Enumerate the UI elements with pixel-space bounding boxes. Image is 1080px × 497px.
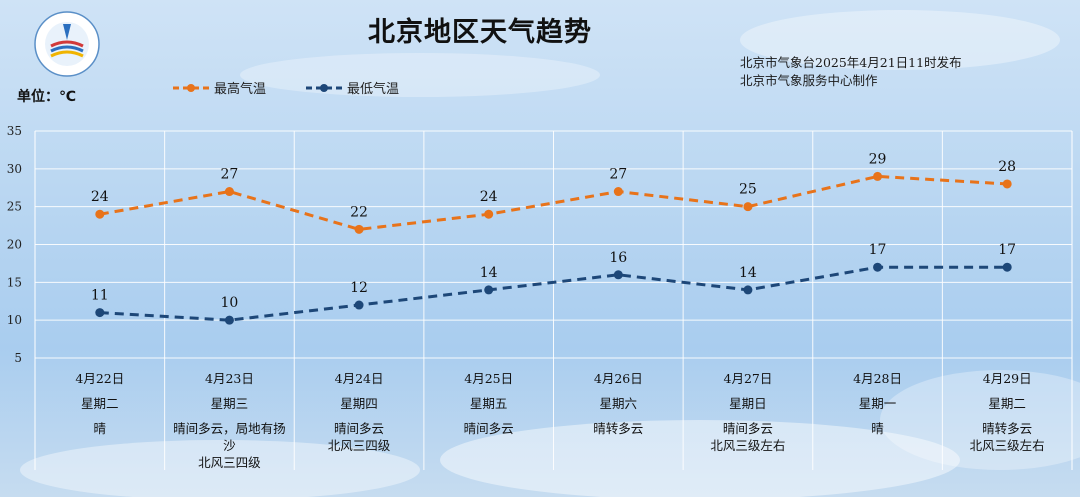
day-weather: 晴间多云 xyxy=(334,421,385,436)
point-low xyxy=(354,300,364,310)
data-label-high: 24 xyxy=(480,189,498,205)
meteorological-service-logo xyxy=(34,11,100,77)
day-weather: 晴 xyxy=(93,421,107,436)
y-tick-label: 10 xyxy=(7,313,22,327)
issuer-line-2: 北京市气象服务中心制作 xyxy=(740,73,878,88)
day-weekday: 星期三 xyxy=(210,396,249,411)
point-low xyxy=(484,285,494,295)
day-wind: 北风三四级 xyxy=(198,455,261,470)
point-low xyxy=(613,270,623,280)
day-weather: 晴间多云 xyxy=(722,421,773,436)
data-label-high: 24 xyxy=(91,189,109,205)
day-wind: 北风三级左右 xyxy=(710,438,786,453)
data-label-low: 14 xyxy=(739,265,757,281)
y-tick-label: 5 xyxy=(14,351,22,365)
day-date: 4月23日 xyxy=(205,371,254,386)
point-low xyxy=(95,308,105,318)
point-high xyxy=(95,209,105,219)
day-date: 4月27日 xyxy=(723,371,773,386)
issuer-line-1: 北京市气象台2025年4月21日11时发布 xyxy=(740,55,962,70)
day-column: 4月27日星期日晴间多云北风三级左右 xyxy=(683,370,813,454)
day-date: 4月26日 xyxy=(593,371,643,386)
day-wind: 北风三级左右 xyxy=(969,438,1045,453)
issuer-info: 北京市气象台2025年4月21日11时发布 北京市气象服务中心制作 xyxy=(740,54,962,90)
legend-low-label: 最低气温 xyxy=(347,82,400,97)
point-low xyxy=(873,262,883,272)
data-label-high: 27 xyxy=(609,167,627,183)
day-date: 4月22日 xyxy=(75,371,125,386)
data-label-low: 10 xyxy=(221,295,239,311)
day-weekday: 星期五 xyxy=(469,396,508,411)
day-weekday: 星期日 xyxy=(729,396,767,411)
legend-high: 最高气温 xyxy=(172,78,266,97)
legend-low: 最低气温 xyxy=(305,78,399,97)
point-high xyxy=(224,187,234,197)
series-line-high xyxy=(99,174,1008,231)
day-weather: 晴转多云 xyxy=(982,421,1033,436)
day-weekday: 星期二 xyxy=(988,396,1026,411)
data-label-high: 25 xyxy=(739,182,757,198)
day-date: 4月29日 xyxy=(982,371,1032,386)
page-title: 北京地区天气趋势 xyxy=(368,17,592,48)
point-high xyxy=(613,187,623,197)
data-label-low: 17 xyxy=(869,242,887,258)
unit-label: 单位：℃ xyxy=(17,89,76,105)
day-weekday: 星期二 xyxy=(81,396,119,411)
y-tick-label: 35 xyxy=(7,124,22,138)
day-weather: 晴 xyxy=(871,421,884,436)
data-label-low: 16 xyxy=(609,250,627,266)
series-line-low xyxy=(99,265,1008,322)
data-label-low: 12 xyxy=(350,280,368,296)
day-column: 4月29日星期二晴转多云北风三级左右 xyxy=(942,370,1072,454)
day-weather: 晴间多云，局地有扬沙 xyxy=(173,421,286,453)
day-weather: 晴间多云 xyxy=(463,421,514,436)
point-high xyxy=(743,202,753,212)
day-weekday: 星期一 xyxy=(858,396,897,411)
day-weekday: 星期四 xyxy=(340,396,378,411)
day-column: 4月28日星期一晴 xyxy=(813,370,943,437)
point-high xyxy=(1002,179,1012,189)
legend-high-label: 最高气温 xyxy=(214,82,267,97)
data-label-high: 22 xyxy=(350,204,368,220)
point-low xyxy=(1002,262,1012,272)
data-label-high: 28 xyxy=(998,159,1016,175)
day-date: 4月28日 xyxy=(853,371,902,386)
point-low xyxy=(743,285,753,295)
y-tick-label: 30 xyxy=(7,162,22,176)
day-date: 4月25日 xyxy=(464,371,514,386)
y-tick-label: 15 xyxy=(7,275,22,289)
y-tick-label: 20 xyxy=(7,238,22,252)
point-high xyxy=(484,209,494,219)
day-date: 4月24日 xyxy=(334,371,384,386)
legend-high-marker xyxy=(173,83,209,92)
day-weekday: 星期六 xyxy=(599,396,638,411)
point-high xyxy=(354,224,364,234)
data-label-low: 11 xyxy=(91,288,109,304)
point-low xyxy=(224,315,234,325)
y-tick-label: 25 xyxy=(7,200,22,214)
day-column: 4月26日星期六晴转多云 xyxy=(554,370,684,437)
legend-low-marker xyxy=(306,83,342,92)
data-label-low: 14 xyxy=(480,265,498,281)
day-column: 4月25日星期五晴间多云 xyxy=(424,370,554,437)
data-label-high: 29 xyxy=(869,151,887,167)
data-label-low: 17 xyxy=(998,242,1016,258)
day-weather: 晴转多云 xyxy=(593,421,644,436)
day-column: 4月22日星期二晴 xyxy=(35,370,165,437)
point-high xyxy=(873,171,883,181)
day-column: 4月23日星期三晴间多云，局地有扬沙北风三四级 xyxy=(165,370,295,471)
day-column: 4月24日星期四晴间多云北风三四级 xyxy=(294,370,424,454)
data-label-high: 27 xyxy=(221,167,239,183)
day-wind: 北风三四级 xyxy=(327,438,391,453)
